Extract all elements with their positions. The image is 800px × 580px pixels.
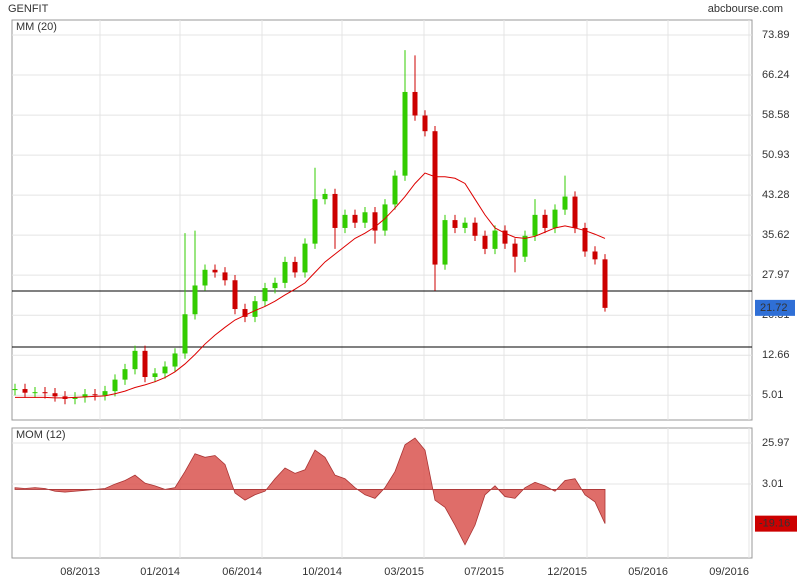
last-value-box <box>755 299 795 316</box>
candle-body <box>362 212 368 223</box>
candle-body <box>602 259 608 308</box>
candle-body <box>132 350 138 370</box>
candle-body <box>262 288 268 302</box>
x-tick-label: 05/2016 <box>628 566 668 578</box>
y-tick-label: 58.58 <box>762 109 790 121</box>
candle-body <box>202 269 208 286</box>
candle-body <box>552 209 558 228</box>
candle-body <box>372 212 378 231</box>
candle-body <box>322 193 328 200</box>
candle-body <box>582 227 588 252</box>
y-tick-label: 73.89 <box>762 29 790 41</box>
candle-body <box>102 391 108 396</box>
main-panel <box>11 19 753 421</box>
candle-body <box>152 373 158 378</box>
candle-body <box>542 214 548 228</box>
candle-body <box>332 193 338 228</box>
candle-body <box>412 91 418 116</box>
candle-body <box>562 196 568 210</box>
candle-body <box>52 393 58 397</box>
candle-body <box>242 309 248 317</box>
candle-body <box>282 261 288 283</box>
candle-body <box>472 222 478 236</box>
y-tick-label: 5.01 <box>762 389 783 401</box>
candle-body <box>92 394 98 396</box>
x-tick-label: 09/2016 <box>709 566 749 578</box>
y-tick-label: 3.01 <box>762 478 783 490</box>
x-tick-label: 03/2015 <box>384 566 424 578</box>
candle-body <box>32 392 38 394</box>
candle-body <box>592 251 598 260</box>
candle-body <box>222 272 228 281</box>
x-tick-label: 12/2015 <box>547 566 587 578</box>
candle-body <box>272 282 278 289</box>
last-value-label: 21.72 <box>760 302 788 314</box>
y-tick-label: 12.66 <box>762 349 790 361</box>
last-value-box <box>755 515 797 532</box>
candle-body <box>502 230 508 244</box>
y-tick-label: 27.97 <box>762 269 790 281</box>
candle-body <box>352 214 358 223</box>
candle-body <box>142 350 148 378</box>
candle-body <box>82 394 88 398</box>
legend-label: MM (20) <box>16 21 57 33</box>
candle-body <box>342 214 348 228</box>
candle-body <box>22 389 28 393</box>
last-value-label: -19.16 <box>759 518 790 530</box>
momentum-panel <box>11 427 753 559</box>
x-tick-label: 06/2014 <box>222 566 262 578</box>
x-tick-label: 10/2014 <box>302 566 342 578</box>
candle-body <box>392 175 398 205</box>
candle-body <box>72 397 78 399</box>
candle-body <box>162 366 168 374</box>
candle-body <box>12 389 18 391</box>
candle-body <box>422 115 428 132</box>
y-tick-label: 25.97 <box>762 437 790 449</box>
candle-body <box>182 314 188 354</box>
candle-body <box>312 199 318 244</box>
candle-body <box>122 369 128 380</box>
candle-body <box>42 392 48 394</box>
candle-body <box>172 353 178 367</box>
y-tick-label: 50.93 <box>762 149 790 161</box>
candle-body <box>522 235 528 257</box>
x-tick-label: 07/2015 <box>464 566 504 578</box>
candle-body <box>212 269 218 273</box>
candle-body <box>252 301 258 317</box>
candle-body <box>482 235 488 249</box>
candle-body <box>232 280 238 310</box>
candle-body <box>432 131 438 265</box>
candle-body <box>112 379 118 392</box>
candle-body <box>572 196 578 228</box>
x-tick-label: 08/2013 <box>60 566 100 578</box>
y-tick-label: 43.28 <box>762 189 790 201</box>
candle-body <box>382 204 388 231</box>
candle-body <box>452 220 458 228</box>
candle-body <box>402 91 408 176</box>
candle-body <box>492 230 498 249</box>
candle-body <box>292 261 298 273</box>
candle-body <box>512 243 518 257</box>
panel-title: MOM (12) <box>16 429 66 441</box>
candle-body <box>442 220 448 265</box>
candle-body <box>192 285 198 315</box>
candle-body <box>302 243 308 273</box>
y-tick-label: 66.24 <box>762 69 790 81</box>
momentum-area <box>14 437 606 546</box>
moving-average <box>15 172 606 399</box>
source: abcbourse.com <box>708 3 783 15</box>
chart-title: GENFIT <box>8 3 49 15</box>
x-tick-label: 01/2014 <box>140 566 180 578</box>
candle-body <box>532 214 538 236</box>
y-tick-label: 35.62 <box>762 229 790 241</box>
candle-body <box>462 222 468 228</box>
